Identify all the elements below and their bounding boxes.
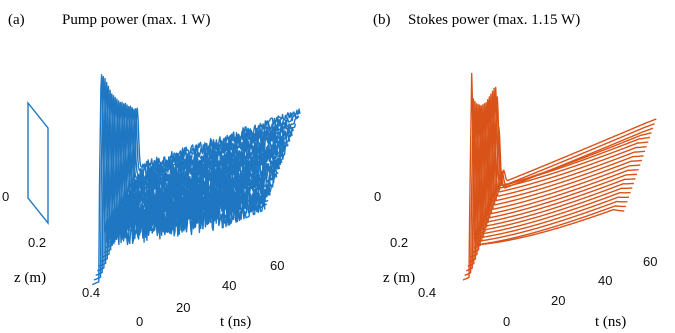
panel-stokes-power: (b) Stokes power (max. 1.15 W) 0 0.2 0.4… xyxy=(373,12,657,330)
panel-b-xtick-0: 20 xyxy=(551,293,565,308)
panel-a-input-sheet xyxy=(28,103,48,223)
panel-a-xtick-z0: 0 xyxy=(136,314,143,329)
panel-b-xlabel: t (ns) xyxy=(595,314,626,330)
panel-a-xlabel: t (ns) xyxy=(220,314,251,330)
panel-a-title: Pump power (max. 1 W) xyxy=(62,12,210,28)
panel-a-xtick-2: 60 xyxy=(270,258,284,273)
panel-b-series-group xyxy=(463,74,656,280)
panel-a-ytick-2: 0.4 xyxy=(82,285,100,300)
panel-b-title: Stokes power (max. 1.15 W) xyxy=(408,12,580,28)
panel-b-ylabel: z (m) xyxy=(383,270,415,286)
panel-a-label: (a) xyxy=(8,12,25,28)
panel-b-label: (b) xyxy=(373,12,391,28)
panel-b-ytick-0: 0 xyxy=(374,189,381,204)
panel-b-xtick-1: 40 xyxy=(598,273,612,288)
panel-a-ylabel: z (m) xyxy=(14,270,46,286)
panel-pump-power: (a) Pump power (max. 1 W) 0 0.2 0.4 z (m… xyxy=(2,12,301,330)
panel-b-ytick-1: 0.2 xyxy=(390,235,408,250)
panel-b-xtick-2: 60 xyxy=(643,254,657,269)
panel-a-series-group xyxy=(28,75,301,285)
panel-a-ytick-1: 0.2 xyxy=(28,235,46,250)
panel-a-xtick-1: 40 xyxy=(222,278,236,293)
panel-b-xtick-z0: 0 xyxy=(503,314,510,329)
panel-a-ytick-0: 0 xyxy=(2,189,9,204)
panel-a-xtick-0: 20 xyxy=(176,300,190,315)
panel-b-ytick-2: 0.4 xyxy=(418,285,436,300)
